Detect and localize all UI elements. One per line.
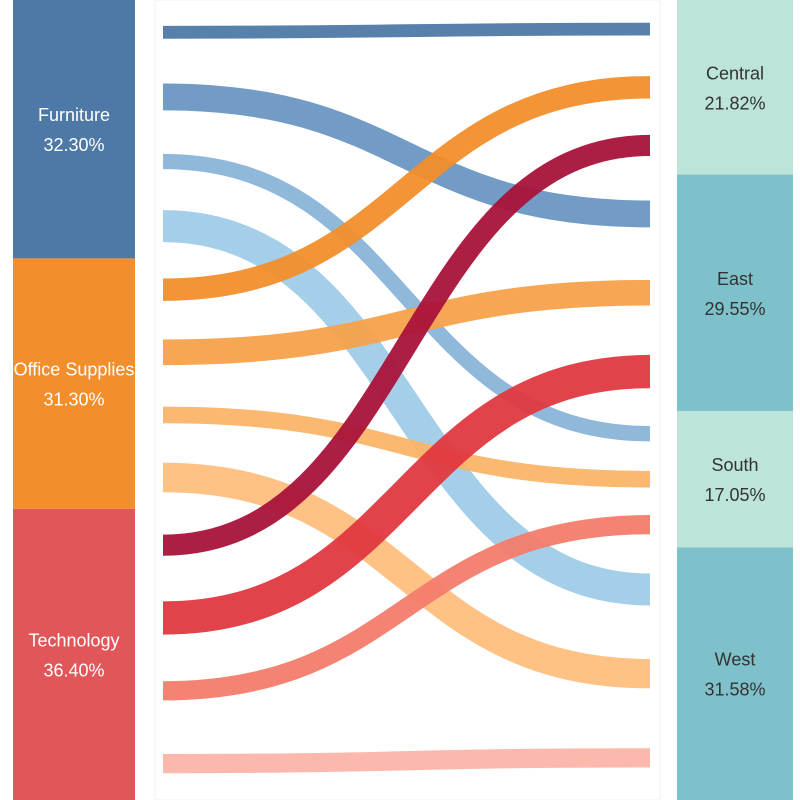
source-pct-furniture: 32.30% — [43, 135, 104, 155]
target-pct-central: 21.82% — [704, 93, 765, 113]
source-bars: Furniture 32.30% Office Supplies 31.30% Tech… — [13, 0, 135, 800]
source-label-furniture: Furniture — [38, 105, 110, 125]
flow-office-supplies-to-east — [162, 279, 651, 366]
flow-office-supplies-to-central — [162, 76, 651, 301]
target-pct-east: 29.55% — [704, 299, 765, 319]
flow-furniture-to-central — [162, 22, 651, 39]
source-label-technology: Technology — [28, 630, 119, 650]
flow-technology-to-west — [162, 748, 651, 774]
target-label-south: South — [711, 455, 758, 475]
flow-furniture-to-south — [162, 153, 651, 442]
target-pct-south: 17.05% — [704, 485, 765, 505]
source-pct-technology: 36.40% — [43, 660, 104, 680]
target-bar-central — [677, 0, 793, 175]
target-bar-west — [677, 547, 793, 800]
source-bar-furniture — [13, 0, 135, 259]
target-bar-east — [677, 174, 793, 411]
source-pct-office-supplies: 31.30% — [43, 390, 104, 410]
source-label-office-supplies: Office Supplies — [14, 360, 135, 380]
target-label-east: East — [717, 269, 753, 289]
source-bar-office-supplies — [13, 258, 135, 509]
flow-technology-to-central — [162, 134, 651, 556]
flows-layer — [162, 22, 651, 774]
source-bar-technology — [13, 508, 135, 800]
flow-technology-to-east — [162, 354, 651, 635]
flow-technology-to-south — [162, 515, 651, 701]
target-bar-south — [677, 410, 793, 548]
flow-furniture-to-west — [162, 210, 651, 606]
target-bars: Central 21.82% East 29.55% South 17.05% West 31… — [677, 0, 793, 800]
flow-furniture-to-east — [162, 83, 651, 228]
target-pct-west: 31.58% — [704, 680, 765, 700]
flow-office-supplies-to-south — [162, 406, 651, 488]
target-label-central: Central — [706, 63, 764, 83]
flow-office-supplies-to-west — [162, 462, 651, 689]
target-label-west: West — [715, 650, 756, 670]
